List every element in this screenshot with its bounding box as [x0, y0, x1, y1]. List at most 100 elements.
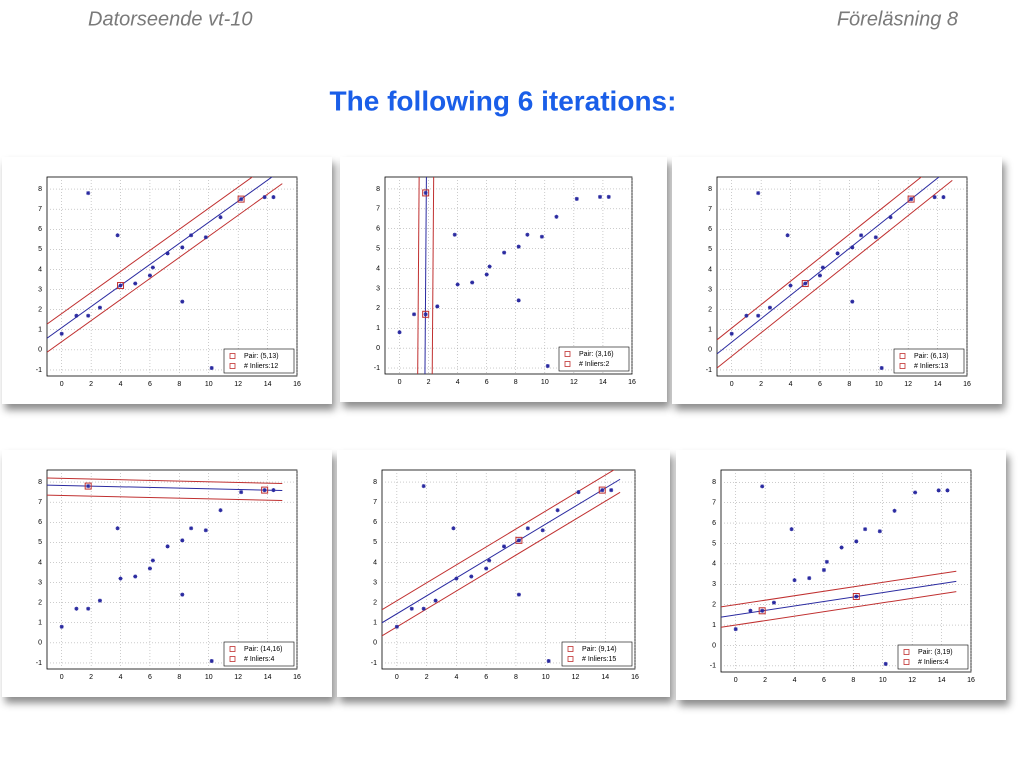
y-tick-label: 8	[376, 186, 380, 193]
x-tick-label: 6	[484, 674, 488, 681]
data-point	[873, 235, 878, 240]
data-point	[421, 606, 426, 611]
x-tick-label: 14	[264, 674, 272, 681]
data-point	[487, 264, 492, 269]
legend-label: Pair: (6,13)	[914, 353, 949, 360]
data-point	[555, 508, 560, 513]
data-point	[820, 265, 825, 270]
x-tick-label: 6	[148, 674, 152, 681]
y-tick-label: 2	[376, 305, 380, 312]
y-tick-label: 4	[712, 561, 716, 568]
threshold-line	[717, 177, 923, 341]
data-point	[803, 281, 808, 286]
data-point	[97, 598, 102, 603]
y-tick-label: 2	[373, 600, 377, 607]
pair-point	[907, 195, 915, 203]
x-tick-label: 14	[934, 381, 942, 388]
x-tick-label: 0	[734, 677, 738, 684]
data-point	[86, 313, 91, 318]
legend-label: Pair: (14,16)	[244, 646, 283, 653]
data-point	[913, 490, 918, 495]
y-tick-label: 0	[38, 640, 42, 647]
x-tick-label: 12	[234, 674, 242, 681]
legend-swatch	[567, 656, 574, 662]
data-point	[203, 528, 208, 533]
y-tick-label: 5	[376, 245, 380, 252]
data-point	[877, 529, 882, 534]
threshold-line	[721, 570, 957, 608]
y-tick-label: 6	[373, 519, 377, 526]
legend-swatch	[564, 361, 571, 367]
data-point	[423, 190, 428, 195]
y-tick-label: 8	[38, 186, 42, 193]
data-point	[262, 195, 267, 200]
pair-point	[598, 486, 606, 494]
x-tick-label: 14	[599, 379, 607, 386]
x-tick-label: 2	[759, 381, 763, 388]
pair-point	[117, 282, 125, 290]
legend-swatch	[899, 353, 906, 359]
fit-line	[717, 177, 940, 355]
y-tick-label: 3	[708, 286, 712, 293]
legend-label: # Inliers:13	[914, 363, 948, 370]
threshold-line	[382, 470, 615, 611]
data-point	[546, 658, 551, 663]
y-tick-label: -1	[36, 367, 42, 374]
plot-area	[384, 176, 633, 375]
slide-title: The following 6 iterations:	[330, 85, 677, 116]
x-tick-label: 14	[264, 381, 272, 388]
y-tick-label: 0	[373, 640, 377, 647]
legend-box	[893, 348, 965, 374]
data-point	[412, 312, 417, 317]
data-point	[756, 313, 761, 318]
y-tick-label: 5	[38, 246, 42, 253]
plot-area	[720, 469, 972, 673]
fit-line	[424, 177, 427, 374]
y-tick-label: 7	[708, 206, 712, 213]
data-point	[835, 251, 840, 256]
legend-box	[223, 641, 295, 667]
y-tick-label: 2	[38, 307, 42, 314]
data-point	[936, 488, 941, 493]
x-tick-label: 4	[119, 674, 123, 681]
data-point	[180, 245, 185, 250]
data-point	[854, 594, 859, 599]
data-point	[118, 283, 123, 288]
data-point	[516, 244, 521, 249]
data-point	[525, 232, 530, 237]
x-tick-label: 0	[60, 674, 64, 681]
plot-area	[716, 176, 968, 377]
data-point	[484, 566, 489, 571]
x-tick-label: 2	[89, 674, 93, 681]
x-tick-label: 10	[541, 379, 549, 386]
y-tick-label: 7	[38, 206, 42, 213]
y-tick-label: 2	[712, 602, 716, 609]
data-point	[150, 558, 155, 563]
data-point	[941, 195, 946, 200]
legend-label: Pair: (3,16)	[579, 351, 614, 358]
x-tick-label: 2	[425, 674, 429, 681]
data-point	[824, 559, 829, 564]
y-tick-label: 8	[38, 479, 42, 486]
data-point	[767, 305, 772, 310]
data-point	[502, 250, 507, 255]
y-tick-label: 6	[708, 226, 712, 233]
fit-line	[47, 177, 273, 339]
x-tick-label: 10	[879, 677, 887, 684]
legend-label: # Inliers:12	[244, 363, 278, 370]
y-tick-label: 6	[712, 520, 716, 527]
data-point	[409, 606, 414, 611]
pair-point	[852, 593, 860, 601]
data-point	[133, 281, 138, 286]
threshold-line	[717, 180, 953, 369]
data-point	[397, 330, 402, 335]
legend-box	[558, 346, 630, 372]
data-point	[115, 526, 120, 531]
data-point	[423, 312, 428, 317]
data-point	[470, 280, 475, 285]
pair-point	[758, 607, 766, 615]
x-tick-label: 4	[793, 677, 797, 684]
y-tick-label: -1	[36, 660, 42, 667]
